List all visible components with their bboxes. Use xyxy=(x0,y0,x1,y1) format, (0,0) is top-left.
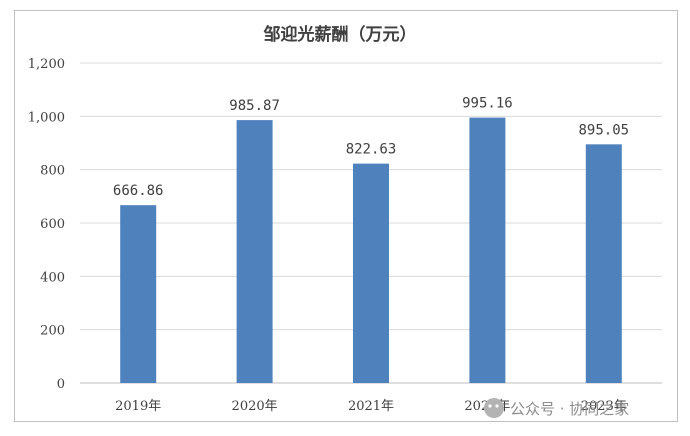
x-tick-label: 2023年 xyxy=(581,399,627,414)
bar xyxy=(585,144,622,383)
data-label: 985.87 xyxy=(229,98,280,114)
y-tick-label: 800 xyxy=(40,164,65,179)
bar xyxy=(353,163,389,383)
y-axis: 0 200 400 600 800 1,000 1,200 xyxy=(28,57,65,392)
watermark: 公众号 · 协同之家 xyxy=(484,398,629,418)
wechat-icon xyxy=(484,398,504,418)
data-label: 666.86 xyxy=(113,183,164,199)
x-tick-label: 2019年 xyxy=(115,399,161,414)
x-tick-label: 2020年 xyxy=(232,399,278,414)
y-tick-label: 1,000 xyxy=(28,110,65,125)
bar xyxy=(469,117,506,384)
data-label: 822.63 xyxy=(346,142,397,158)
y-tick-label: 1,200 xyxy=(28,57,65,72)
data-label: 995.16 xyxy=(462,96,513,112)
wechat-icon-eye-left xyxy=(488,404,492,408)
chart-title: 邹迎光薪酬（万元） xyxy=(264,24,417,45)
wechat-icon-eye-right xyxy=(495,404,499,408)
x-tick-label: 2021年 xyxy=(348,399,394,414)
y-tick-label: 400 xyxy=(40,270,65,285)
bars: 666.86 985.87 822.63 995.16 895.05 xyxy=(113,96,630,384)
y-tick-label: 200 xyxy=(40,324,65,339)
y-tick-label: 0 xyxy=(57,377,65,392)
data-label: 895.05 xyxy=(579,122,630,138)
watermark-text: 公众号 · 协同之家 xyxy=(510,400,629,418)
y-tick-label: 600 xyxy=(40,217,65,232)
bar xyxy=(120,205,157,383)
bar xyxy=(236,120,273,384)
